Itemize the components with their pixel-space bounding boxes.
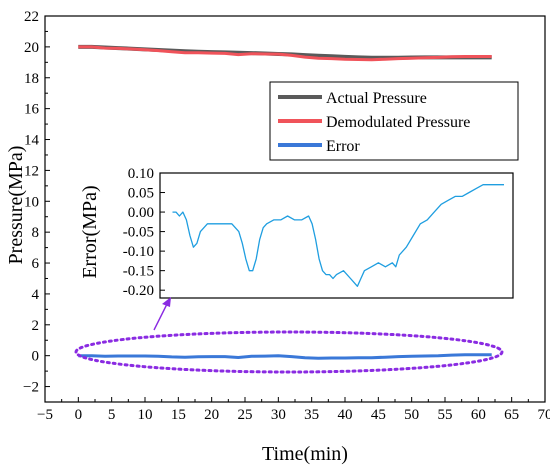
inset-y-tick-label: 0.10 bbox=[128, 166, 154, 182]
x-tick-label: 70 bbox=[538, 407, 550, 423]
inset-y-tick-label: -0.10 bbox=[123, 244, 154, 260]
main-x-axis: −5 0 5 10 15 20 25 30 35 40 45 50 55 60 65 70 bbox=[37, 397, 550, 423]
zoom-arrow bbox=[153, 301, 169, 331]
y-tick-label: 0 bbox=[32, 349, 40, 365]
inset-y-tick-label: 0.00 bbox=[128, 205, 154, 221]
y-tick-label: 14 bbox=[24, 133, 40, 149]
inset-frame bbox=[159, 172, 514, 299]
y-tick-label: −2 bbox=[23, 380, 39, 396]
x-tick-label: 30 bbox=[271, 407, 286, 423]
inset-y-tick-label: 0.05 bbox=[128, 186, 154, 202]
x-tick-label: 45 bbox=[371, 407, 386, 423]
x-tick-label: 50 bbox=[404, 407, 419, 423]
inset-y-axis: 0.10 0.05 0.00 -0.05 -0.10 -0.15 -0.20 bbox=[123, 166, 165, 299]
y-tick-label: 8 bbox=[32, 225, 40, 241]
inset-error-line bbox=[172, 184, 504, 287]
x-tick-label: 25 bbox=[238, 407, 253, 423]
y-tick-label: 12 bbox=[24, 163, 39, 179]
zoom-arrow-head bbox=[162, 297, 171, 307]
y-tick-label: 22 bbox=[24, 9, 39, 25]
error-highlight-ellipse bbox=[74, 330, 504, 374]
y-tick-label: 20 bbox=[24, 40, 39, 56]
y-tick-label: 18 bbox=[24, 71, 39, 87]
legend: Actual Pressure Demodulated Pressure Err… bbox=[269, 81, 519, 161]
series-error-line bbox=[78, 353, 492, 360]
x-tick-label: 15 bbox=[171, 407, 186, 423]
x-axis-title: Time(min) bbox=[262, 443, 348, 465]
legend-label-error: Error bbox=[326, 138, 360, 155]
main-series-group bbox=[78, 44, 492, 360]
series-demodulated-pressure-line bbox=[78, 45, 492, 62]
y-tick-label: 2 bbox=[32, 318, 40, 334]
x-tick-label: 0 bbox=[75, 407, 83, 423]
inset-background bbox=[160, 173, 513, 298]
y-tick-label: 4 bbox=[32, 287, 40, 303]
x-tick-label: 35 bbox=[304, 407, 319, 423]
x-tick-label: 40 bbox=[338, 407, 353, 423]
inset-plot: 0.10 0.05 0.00 -0.05 -0.10 -0.15 -0.20 Error(M… bbox=[79, 166, 514, 299]
y-tick-label: 16 bbox=[24, 102, 40, 118]
x-tick-label: 55 bbox=[438, 407, 453, 423]
y-tick-label: 6 bbox=[32, 256, 40, 272]
x-tick-label: −5 bbox=[37, 407, 53, 423]
x-tick-label: 5 bbox=[108, 407, 116, 423]
inset-y-axis-title: Error(MPa) bbox=[79, 185, 101, 278]
y-axis-title: Pressure(MPa) bbox=[5, 146, 27, 265]
legend-label-actual-pressure: Actual Pressure bbox=[326, 90, 427, 107]
inset-y-tick-label: -0.05 bbox=[123, 225, 154, 241]
main-y-axis: −2 0 2 4 6 8 10 12 14 16 18 20 22 bbox=[23, 9, 50, 403]
inset-y-tick-label: -0.15 bbox=[123, 264, 154, 280]
x-tick-label: 65 bbox=[504, 407, 519, 423]
inset-y-tick-label: -0.20 bbox=[123, 283, 154, 299]
y-tick-label: 10 bbox=[24, 194, 39, 210]
x-tick-label: 20 bbox=[204, 407, 219, 423]
main-plot: −5 0 5 10 15 20 25 30 35 40 45 50 55 60 65 70 −2 0 2 4 6 8 10… bbox=[23, 9, 550, 423]
x-tick-label: 60 bbox=[471, 407, 486, 423]
legend-label-demodulated-pressure: Demodulated Pressure bbox=[326, 114, 470, 131]
inset-series-group bbox=[172, 184, 504, 287]
x-tick-label: 10 bbox=[138, 407, 153, 423]
